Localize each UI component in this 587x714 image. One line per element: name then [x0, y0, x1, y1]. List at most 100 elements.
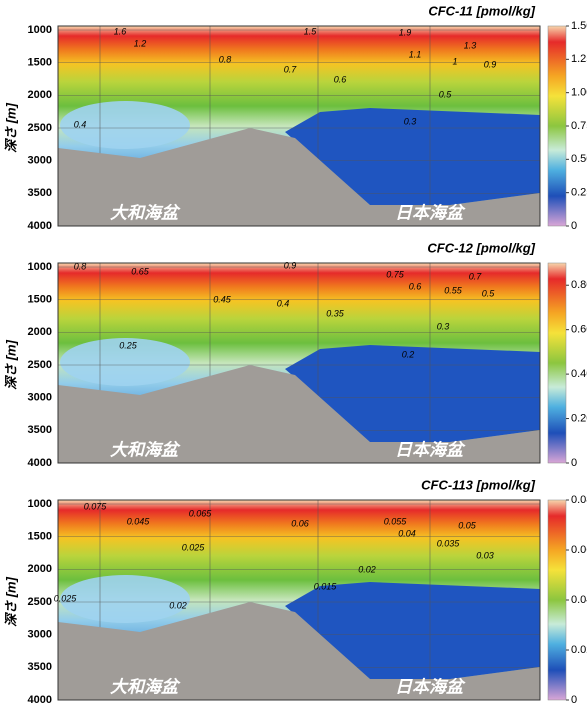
contour-label: 0.45 — [213, 294, 232, 304]
contour-label: 0.075 — [84, 501, 108, 511]
contour-label: 0.8 — [74, 261, 87, 271]
y-tick-label: 1000 — [28, 498, 52, 510]
plot-frame — [57, 262, 541, 464]
colorbar-tick-label: 0.50 — [571, 153, 587, 165]
y-tick-label: 2500 — [28, 122, 52, 134]
colorbar-tick-label: 0.06 — [571, 544, 587, 556]
contour-label: 0.02 — [169, 600, 187, 610]
basin-label: 日本海盆 — [395, 440, 466, 459]
colorbar-tick-label: 0.40 — [571, 368, 587, 380]
contour-label: 0.8 — [219, 54, 232, 64]
colorbar-tick-label: 0.02 — [571, 644, 587, 656]
seafloor — [58, 365, 540, 463]
chart-title: CFC-113 [pmol/kg] — [421, 477, 536, 492]
colorbar-tick-label: 0.25 — [571, 187, 587, 199]
colorbar-tick-label: 1.00 — [571, 87, 587, 99]
plot-frame — [57, 25, 541, 227]
contour-label: 0.06 — [291, 518, 309, 528]
contour-label: 0.6 — [334, 74, 347, 84]
deep-water — [285, 108, 540, 205]
colorbar-tick-label: 1.25 — [571, 53, 587, 65]
contour-label: 0.9 — [284, 260, 297, 270]
contour-label: 1.5 — [304, 26, 318, 36]
colorbar-tick-label: 0 — [571, 457, 577, 469]
colorbar-tick-label: 0.60 — [571, 324, 587, 336]
contour-label: 0.065 — [189, 508, 213, 518]
chart-title: CFC-11 [pmol/kg] — [428, 3, 535, 18]
contour-label: 0.55 — [444, 285, 463, 295]
contour-label: 0.015 — [314, 581, 338, 591]
contour-label: 0.75 — [386, 269, 405, 279]
contour-label: 1.2 — [134, 38, 147, 48]
colorbar-tick-label: 0.20 — [571, 412, 587, 424]
contour-label: 1.6 — [114, 26, 127, 36]
contour-label: 0.7 — [469, 271, 483, 281]
contour-label: 0.6 — [409, 281, 422, 291]
plot-frame — [57, 499, 541, 701]
colorbar — [547, 262, 567, 464]
y-axis-label: 深さ [m] — [3, 576, 18, 627]
y-tick-label: 1500 — [28, 57, 52, 69]
contour-label: 0.035 — [437, 538, 461, 548]
contour-label: 0.045 — [127, 516, 151, 526]
low-water — [60, 101, 190, 149]
colorbar-tick-label: 0.75 — [571, 120, 587, 132]
y-tick-label: 3500 — [28, 187, 52, 199]
colorbar — [547, 25, 567, 227]
contour-label: 1.9 — [399, 27, 412, 37]
contour-label: 0.5 — [439, 89, 453, 99]
colorbar-tick-label: 0.08 — [571, 494, 587, 506]
y-axis-label: 深さ [m] — [3, 339, 18, 390]
y-tick-label: 1000 — [28, 261, 52, 273]
y-tick-label: 2000 — [28, 89, 52, 101]
low-water — [60, 575, 190, 623]
contour-label: 0.4 — [277, 298, 290, 308]
seafloor — [58, 128, 540, 226]
contour-label: 0.65 — [131, 266, 150, 276]
panel: 1000 1500 2000 2500 3000 3500 4000 0.075 0.065 0.… — [3, 477, 587, 705]
basin-label: 大和海盆 — [110, 440, 181, 459]
y-tick-label: 3500 — [28, 661, 52, 673]
deep-water — [285, 582, 540, 679]
colorbar — [547, 499, 567, 701]
colorbar-tick-label: 0.04 — [571, 594, 587, 606]
basin-label: 日本海盆 — [395, 203, 466, 222]
y-tick-label: 1000 — [28, 24, 52, 36]
y-tick-label: 2000 — [28, 563, 52, 575]
contour-label: 0.03 — [476, 550, 494, 560]
y-tick-label: 4000 — [28, 220, 52, 232]
contour-label: 1 — [452, 56, 457, 66]
contour-label: 1.3 — [464, 40, 477, 50]
y-tick-label: 3000 — [28, 155, 52, 167]
contour-label: 0.2 — [402, 349, 415, 359]
seafloor — [58, 602, 540, 700]
chart-title: CFC-12 [pmol/kg] — [427, 240, 535, 255]
contour-label: 1.1 — [409, 49, 422, 59]
contour-label: 0.9 — [484, 59, 497, 69]
colorbar-tick-label: 0 — [571, 220, 577, 232]
contour-label: 0.3 — [404, 116, 417, 126]
y-tick-label: 1500 — [28, 294, 52, 306]
contour-label: 0.025 — [54, 593, 78, 603]
y-tick-label: 4000 — [28, 694, 52, 706]
contour-label: 0.4 — [74, 119, 87, 129]
basin-label: 大和海盆 — [110, 677, 181, 696]
contour-label: 0.7 — [284, 64, 298, 74]
panel: 1000 1500 2000 2500 3000 3500 4000 1.6 1.5 1.9 1.2… — [3, 3, 587, 231]
y-tick-label: 1500 — [28, 531, 52, 543]
y-tick-label: 3500 — [28, 424, 52, 436]
colorbar-tick-label: 0 — [571, 694, 577, 706]
y-tick-label: 2500 — [28, 359, 52, 371]
colorbar-tick-label: 1.50 — [571, 20, 587, 32]
y-tick-label: 2000 — [28, 326, 52, 338]
y-tick-label: 4000 — [28, 457, 52, 469]
colorbar-tick-label: 0.80 — [571, 279, 587, 291]
contour-label: 0.35 — [326, 308, 345, 318]
y-tick-label: 3000 — [28, 629, 52, 641]
basin-label: 大和海盆 — [110, 203, 181, 222]
contour-label: 0.04 — [398, 528, 416, 538]
contour-label: 0.02 — [358, 564, 376, 574]
contour-label: 0.025 — [182, 542, 206, 552]
deep-water — [285, 345, 540, 442]
